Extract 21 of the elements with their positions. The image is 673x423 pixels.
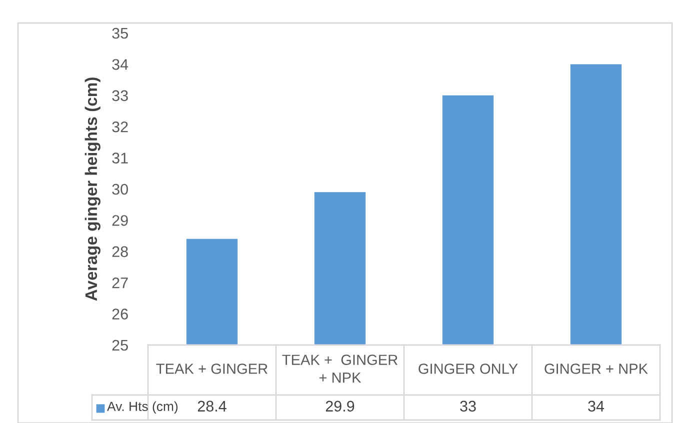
data-label: 29.9 [326, 400, 354, 412]
data-label: 34 [588, 400, 604, 412]
y-tick-label: 35 [112, 28, 128, 39]
data-label: 33 [460, 400, 476, 412]
y-tick-label: 30 [112, 184, 128, 195]
data-label: 28.4 [198, 400, 226, 412]
y-tick-label: 33 [112, 90, 128, 102]
y-tick-label: 31 [112, 152, 128, 164]
y-tick-label: 27 [112, 277, 128, 288]
x-tick-label: TEAK + GINGER [156, 364, 268, 374]
legend-label: Av. Hts (cm) [107, 401, 178, 414]
x-tick-label: TEAK + GINGER + NPK [282, 354, 398, 383]
y-tick-label: 28 [112, 246, 128, 258]
y-tick-label: 29 [112, 215, 128, 226]
y-tick-label: 34 [112, 59, 128, 70]
x-tick-label: GINGER ONLY [418, 364, 518, 374]
x-tick-label: GINGER + NPK [544, 364, 648, 374]
y-tick-label: 26 [112, 308, 128, 320]
y-tick-label: 32 [112, 121, 128, 132]
y-axis-title: Average ginger heights (cm) [84, 78, 100, 301]
y-tick-label: 25 [112, 340, 128, 351]
